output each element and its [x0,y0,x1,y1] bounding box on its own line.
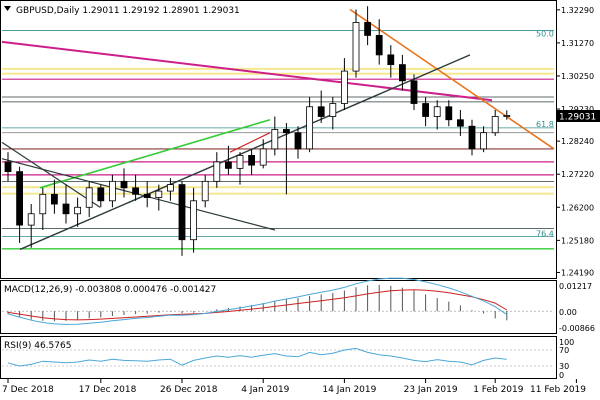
rsi-panel [0,336,557,379]
candle-body [282,129,290,134]
candle-body [178,184,186,241]
candle-body [51,193,58,205]
candle-body [143,193,151,198]
candle-body [97,187,105,202]
support-zone [2,67,554,70]
price-panel [0,0,557,279]
candle-body [468,125,476,150]
falling-trendline-short [1,141,101,208]
candle-body [213,161,221,182]
candle-body [109,180,116,202]
candle-body [433,106,441,117]
price-tick-label: 1.30250 [561,72,594,81]
last-price-text: 1.29031 [559,113,596,123]
candle-body [329,103,337,117]
candle-body [85,187,93,208]
candle-body [445,106,453,121]
macd-main-line [7,277,508,325]
fib-level-label: 76.4 [536,230,554,239]
time-tick-label: 7 Dec 2018 [2,385,54,395]
candle-body [27,213,35,226]
rsi-tick-0: 0 [559,371,564,380]
candle-body [62,203,70,215]
candle-body [491,116,499,134]
candle-body [224,161,232,169]
price-header: GBPUSD,Daily 1.29011 1.29192 1.28901 1.2… [16,6,240,16]
ohlc-label: 1.29011 1.29192 1.28901 1.29031 [82,6,239,16]
macd-header: MACD(12,26,9) -0.003808 0.000476 -0.0014… [4,285,216,295]
rsi-tick-70: 70 [559,346,569,355]
collapse-arrow-icon[interactable] [4,6,11,11]
support-zone [2,186,554,189]
candle-body [120,180,128,189]
candle-body [503,115,511,117]
price-tick-label: 1.27220 [561,170,594,179]
last-price-badge [556,110,600,122]
candle-body [317,106,325,117]
time-tick-label: 17 Dec 2018 [79,385,137,395]
candle-body [387,54,395,66]
orange-trendline [349,8,555,150]
candle-body [340,70,348,104]
candle-body [352,22,360,72]
fib-level-label: 50.0 [536,30,554,39]
price-tick-label: 1.29230 [561,105,594,114]
candle-body [306,106,314,150]
candle-body [410,80,418,104]
rsi-header: RSI(9) 46.5765 [4,341,71,351]
time-tick-label: 14 Jan 2019 [322,385,376,395]
support-zone [2,72,554,75]
candle-body [74,206,81,215]
macd-panel [0,280,557,334]
fib-level-label: 61.8 [536,120,554,129]
candle-body [364,22,372,36]
candle-body [201,180,209,202]
candle-body [375,35,383,56]
time-tick-label: 1 Feb 2019 [473,385,524,395]
time-tick-label: 26 Dec 2018 [160,385,218,395]
rsi-tick-100: 100 [559,338,574,347]
rising-trendline [19,54,471,251]
candle-body [398,64,406,82]
green-trendline [39,118,271,189]
price-tick-label: 1.31270 [561,39,594,48]
candle-body [480,132,488,150]
candle-body [294,132,302,150]
candle-body [248,155,256,166]
support-zone [2,192,554,195]
macd-tick-zero: 0.00 [559,308,577,317]
rsi-line [7,347,507,367]
magenta-trendline [1,40,493,102]
candle-body [456,119,464,127]
price-tick-label: 1.26200 [561,203,594,212]
candle-body [236,155,244,169]
price-tick-label: 1.25180 [561,236,594,245]
candle-body [16,171,24,226]
red-trendline [229,132,271,153]
rsi-tick-30: 30 [559,362,569,371]
price-tick-label: 1.24190 [561,268,594,277]
candle-body [4,161,12,173]
price-tick-label: 1.28240 [561,137,594,146]
candle-body [39,193,47,215]
price-tick-label: 1.32290 [561,6,594,15]
time-tick-label: 23 Jan 2019 [404,385,458,395]
candle-body [190,200,198,241]
macd-tick-bottom: -0.00866 [559,324,595,333]
symbol-label: GBPUSD,Daily [16,6,80,16]
candle-body [271,129,279,150]
time-tick-label: 11 Feb 2019 [530,385,586,395]
candle-body [166,184,174,192]
candle-body [155,190,163,198]
candle-body [132,187,140,195]
candle-body [259,148,267,166]
time-tick-label: 4 Jan 2019 [241,385,289,395]
macd-tick-top: 0.01217 [559,282,592,291]
macd-signal-line [7,289,508,321]
candle-body [422,103,430,117]
